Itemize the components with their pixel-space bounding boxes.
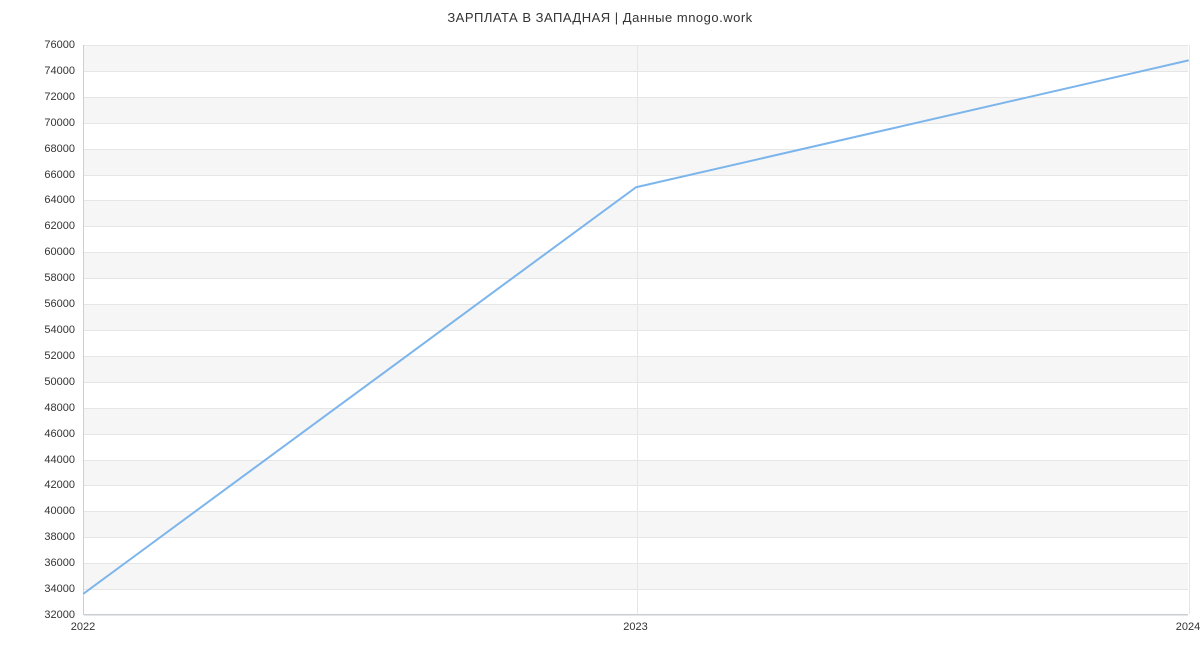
y-tick-label: 54000: [0, 324, 75, 336]
x-gridline: [1189, 45, 1190, 614]
salary-line-chart: ЗАРПЛАТА В ЗАПАДНАЯ | Данные mnogo.work …: [0, 0, 1200, 650]
y-gridline: [84, 615, 1188, 616]
chart-title: ЗАРПЛАТА В ЗАПАДНАЯ | Данные mnogo.work: [0, 10, 1200, 25]
y-tick-label: 74000: [0, 65, 75, 77]
y-tick-label: 36000: [0, 557, 75, 569]
y-tick-label: 76000: [0, 39, 75, 51]
x-tick-label: 2023: [623, 621, 647, 633]
y-tick-label: 44000: [0, 454, 75, 466]
y-tick-label: 64000: [0, 194, 75, 206]
line-series: [84, 45, 1188, 614]
y-tick-label: 66000: [0, 169, 75, 181]
y-tick-label: 70000: [0, 117, 75, 129]
y-tick-label: 58000: [0, 272, 75, 284]
y-tick-label: 60000: [0, 246, 75, 258]
y-tick-label: 68000: [0, 143, 75, 155]
y-tick-label: 38000: [0, 531, 75, 543]
y-tick-label: 50000: [0, 376, 75, 388]
y-tick-label: 42000: [0, 479, 75, 491]
y-tick-label: 32000: [0, 609, 75, 621]
x-tick-label: 2022: [71, 621, 95, 633]
y-tick-label: 40000: [0, 505, 75, 517]
y-tick-label: 52000: [0, 350, 75, 362]
y-tick-label: 62000: [0, 220, 75, 232]
series-salary: [84, 61, 1188, 594]
y-tick-label: 48000: [0, 402, 75, 414]
y-tick-label: 72000: [0, 91, 75, 103]
y-tick-label: 34000: [0, 583, 75, 595]
y-tick-label: 46000: [0, 428, 75, 440]
y-tick-label: 56000: [0, 298, 75, 310]
x-tick-label: 2024: [1176, 621, 1200, 633]
plot-area: [83, 45, 1188, 615]
